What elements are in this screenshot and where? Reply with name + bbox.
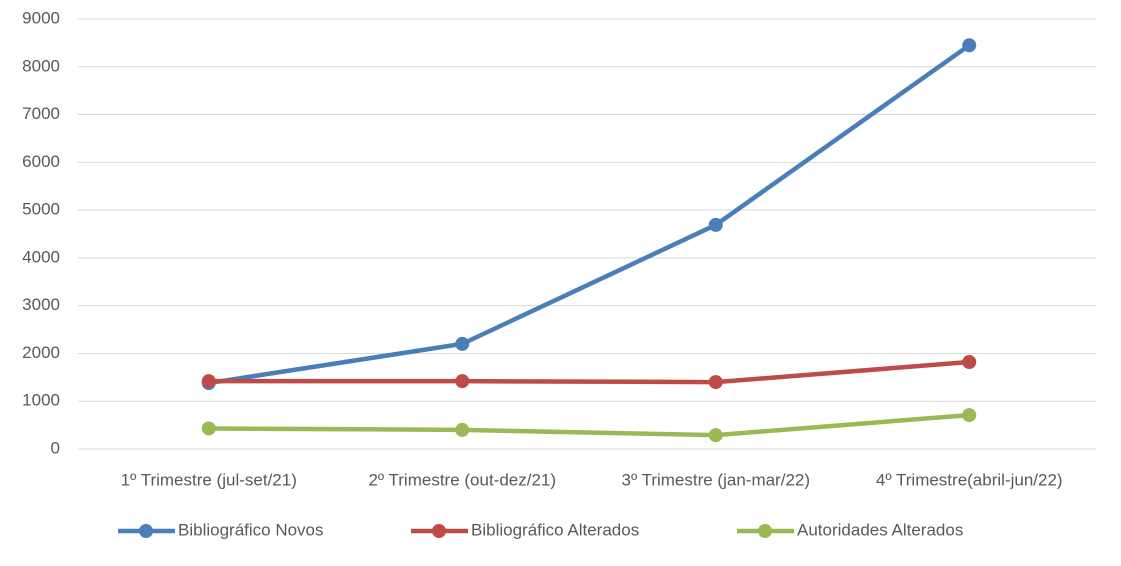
data-point [455, 374, 470, 389]
data-point [708, 217, 723, 232]
y-tick-label: 8000 [22, 56, 60, 75]
y-tick-label: 2000 [22, 343, 60, 362]
series-line [208, 43, 971, 386]
y-tick-label: 3000 [22, 295, 60, 314]
y-tick-label: 5000 [22, 200, 60, 219]
x-tick-label: 4º Trimestre(abril-jun/22) [876, 470, 1063, 489]
x-tick-label: 2º Trimestre (out-dez/21) [368, 470, 556, 489]
data-point [201, 421, 216, 436]
data-point [708, 375, 723, 390]
y-tick-label: 4000 [22, 247, 60, 266]
y-tick-label: 1000 [22, 391, 60, 410]
data-point [455, 422, 470, 437]
x-tick-label: 1º Trimestre (jul-set/21) [121, 470, 297, 489]
legend-label: Bibliográfico Novos [178, 520, 324, 539]
series-line [208, 412, 970, 438]
legend-marker [432, 524, 446, 538]
x-tick-label: 3º Trimestre (jan-mar/22) [621, 470, 810, 489]
data-point [708, 428, 723, 443]
legend-label: Bibliográfico Alterados [471, 520, 639, 539]
data-point [962, 408, 977, 423]
legend-marker [139, 524, 153, 538]
data-point [962, 38, 977, 53]
y-tick-label: 9000 [22, 8, 60, 27]
y-tick-label: 6000 [22, 152, 60, 171]
legend-marker [758, 524, 772, 538]
series-line [208, 359, 970, 385]
y-tick-label: 0 [51, 438, 60, 457]
data-point [962, 355, 977, 370]
data-point [455, 336, 470, 351]
data-point [201, 374, 216, 389]
legend-label: Autoridades Alterados [797, 520, 963, 539]
y-tick-label: 7000 [22, 104, 60, 123]
